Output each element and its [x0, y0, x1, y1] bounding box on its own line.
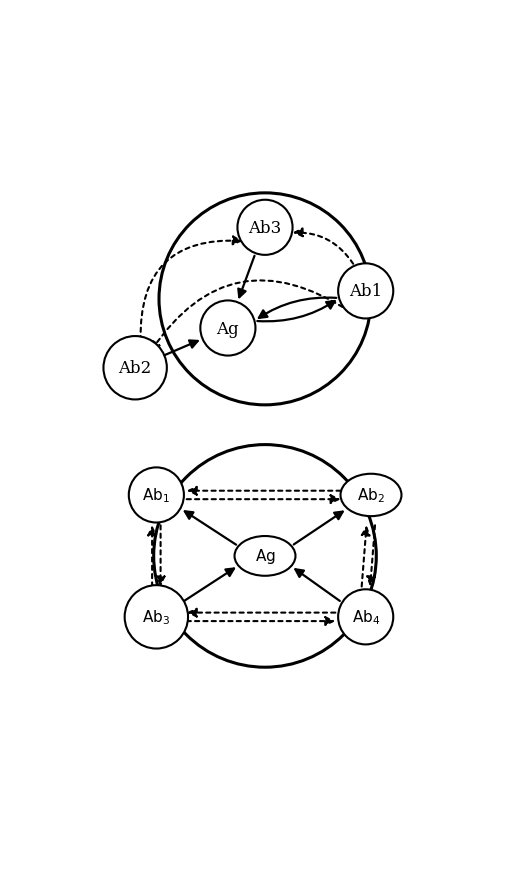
FancyArrowPatch shape: [189, 488, 341, 495]
FancyArrowPatch shape: [367, 526, 375, 585]
FancyArrowPatch shape: [157, 526, 164, 585]
Text: Ag: Ag: [217, 320, 239, 337]
FancyArrowPatch shape: [187, 495, 338, 503]
FancyArrowPatch shape: [187, 618, 333, 626]
Circle shape: [125, 586, 188, 649]
Circle shape: [129, 468, 184, 523]
Circle shape: [200, 301, 255, 356]
Text: Ab2: Ab2: [119, 360, 152, 377]
FancyArrowPatch shape: [361, 528, 369, 587]
FancyArrowPatch shape: [183, 569, 234, 602]
FancyArrowPatch shape: [140, 237, 241, 341]
FancyArrowPatch shape: [163, 341, 198, 356]
Text: $\mathrm{Ab_3}$: $\mathrm{Ab_3}$: [142, 607, 171, 627]
Text: Ab1: Ab1: [349, 283, 382, 300]
FancyArrowPatch shape: [294, 512, 343, 545]
FancyArrowPatch shape: [259, 298, 337, 319]
Text: $\mathrm{Ab_2}$: $\mathrm{Ab_2}$: [357, 486, 385, 505]
FancyArrowPatch shape: [189, 609, 335, 617]
FancyArrowPatch shape: [185, 512, 236, 545]
FancyArrowPatch shape: [257, 302, 335, 322]
FancyArrowPatch shape: [148, 528, 156, 587]
Text: $\mathrm{Ab_4}$: $\mathrm{Ab_4}$: [351, 607, 380, 627]
Ellipse shape: [340, 474, 402, 516]
Circle shape: [338, 264, 393, 319]
Ellipse shape: [234, 536, 296, 576]
FancyArrowPatch shape: [295, 569, 340, 601]
FancyArrowPatch shape: [152, 281, 350, 350]
Text: $\mathrm{Ab_1}$: $\mathrm{Ab_1}$: [143, 486, 170, 505]
FancyArrowPatch shape: [238, 256, 254, 298]
FancyArrowPatch shape: [295, 229, 353, 264]
Text: $\mathrm{Ag}$: $\mathrm{Ag}$: [254, 547, 276, 566]
Circle shape: [103, 336, 167, 400]
Text: Ab3: Ab3: [249, 220, 281, 236]
Circle shape: [338, 589, 393, 645]
Circle shape: [237, 201, 293, 255]
